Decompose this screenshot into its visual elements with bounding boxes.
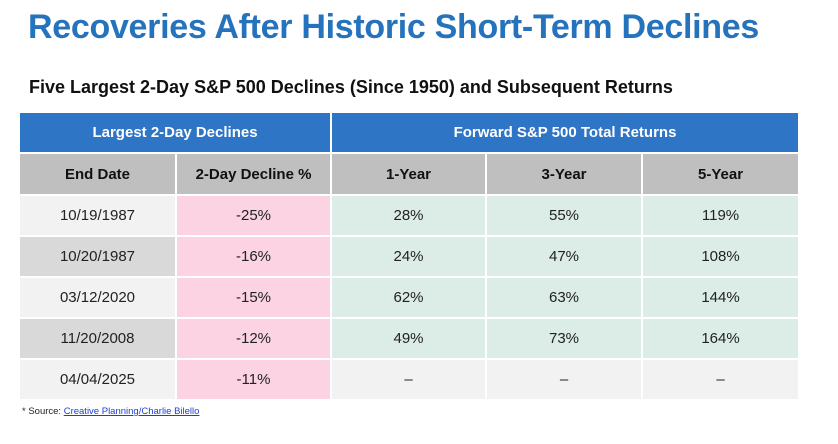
group-header-declines: Largest 2-Day Declines (20, 113, 333, 153)
decline-cell: -15% (176, 276, 333, 318)
return-3-year-cell: 55% (486, 194, 644, 236)
return-1-year-cell: – (331, 358, 488, 399)
decline-cell: -12% (176, 317, 333, 359)
return-5-year-cell: 164% (642, 317, 799, 359)
return-5-year-cell: – (642, 358, 799, 399)
source-link[interactable]: Creative Planning/Charlie Bilello (63, 406, 200, 417)
source-footnote: * Source: Creative Planning/Charlie Bile… (22, 406, 199, 417)
column-header-row: End Date 2-Day Decline % 1-Year 3-Year 5… (20, 152, 799, 195)
group-header-returns: Forward S&P 500 Total Returns (331, 113, 799, 153)
column-header-decline: 2-Day Decline % (176, 152, 333, 195)
decline-cell: -16% (176, 235, 333, 277)
return-3-year-cell: 73% (486, 317, 644, 359)
decline-cell: -25% (176, 194, 333, 236)
return-3-year-cell: 47% (486, 235, 644, 277)
end-date-cell: 04/04/2025 (20, 358, 177, 399)
footnote-prefix: * Source: (22, 406, 64, 417)
return-3-year-cell: 63% (486, 276, 644, 318)
declines-returns-table: Largest 2-Day Declines Forward S&P 500 T… (20, 113, 799, 399)
return-1-year-cell: 28% (331, 194, 488, 236)
table-row: 10/20/1987 -16% 24% 47% 108% (20, 235, 799, 277)
column-header-1-year: 1-Year (331, 152, 488, 195)
table-row: 03/12/2020 -15% 62% 63% 144% (20, 276, 799, 318)
return-5-year-cell: 144% (642, 276, 799, 318)
return-5-year-cell: 119% (642, 194, 799, 236)
end-date-cell: 03/12/2020 (20, 276, 177, 318)
return-1-year-cell: 24% (331, 235, 488, 277)
end-date-cell: 11/20/2008 (20, 317, 177, 359)
return-1-year-cell: 62% (331, 276, 488, 318)
page-subtitle: Five Largest 2-Day S&P 500 Declines (Sin… (29, 77, 673, 97)
table-row: 11/20/2008 -12% 49% 73% 164% (20, 317, 799, 359)
table-row: 04/04/2025 -11% – – – (20, 358, 799, 399)
end-date-cell: 10/19/1987 (20, 194, 177, 236)
table-row: 10/19/1987 -25% 28% 55% 119% (20, 194, 799, 236)
end-date-cell: 10/20/1987 (20, 235, 177, 277)
decline-cell: -11% (176, 358, 333, 399)
page-title: Recoveries After Historic Short-Term Dec… (28, 8, 759, 46)
return-5-year-cell: 108% (642, 235, 799, 277)
column-header-end-date: End Date (20, 152, 177, 195)
column-header-5-year: 5-Year (642, 152, 799, 195)
group-header-row: Largest 2-Day Declines Forward S&P 500 T… (20, 113, 799, 153)
return-1-year-cell: 49% (331, 317, 488, 359)
column-header-3-year: 3-Year (486, 152, 644, 195)
return-3-year-cell: – (486, 358, 644, 399)
